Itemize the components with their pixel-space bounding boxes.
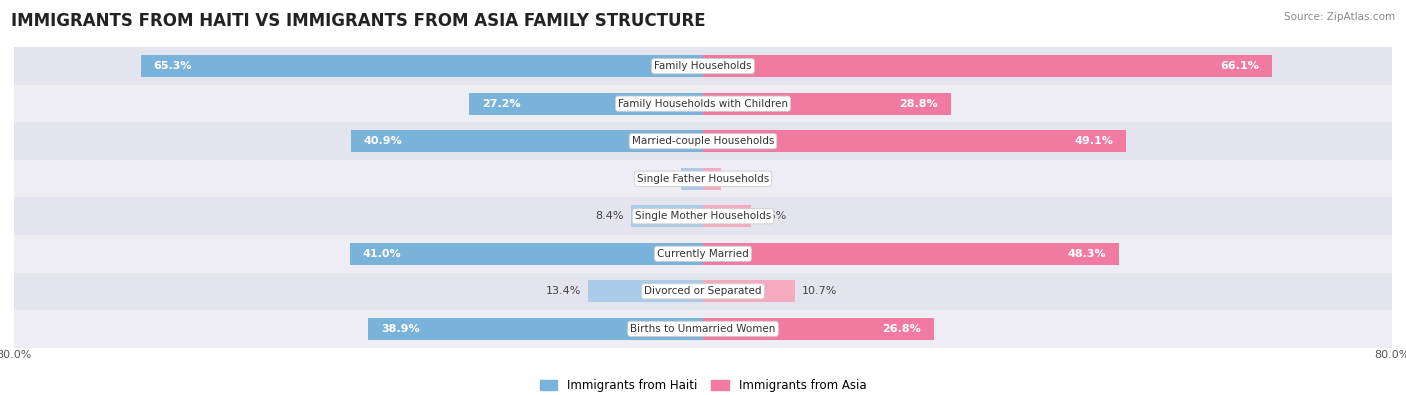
Text: Source: ZipAtlas.com: Source: ZipAtlas.com [1284, 12, 1395, 22]
Bar [703, 205, 751, 227]
Text: Divorced or Separated: Divorced or Separated [644, 286, 762, 296]
Bar [703, 168, 721, 190]
Text: 2.6%: 2.6% [645, 174, 673, 184]
Text: Births to Unmarried Women: Births to Unmarried Women [630, 324, 776, 334]
Text: 27.2%: 27.2% [482, 99, 520, 109]
Bar [14, 198, 1392, 235]
Text: Single Father Households: Single Father Households [637, 174, 769, 184]
Text: Family Households with Children: Family Households with Children [619, 99, 787, 109]
Bar [14, 273, 1392, 310]
Text: 5.6%: 5.6% [758, 211, 786, 221]
Bar [14, 310, 1392, 348]
Bar [588, 280, 703, 302]
Bar [703, 280, 796, 302]
Text: 13.4%: 13.4% [546, 286, 581, 296]
Bar [703, 55, 1272, 77]
Text: Family Households: Family Households [654, 61, 752, 71]
Text: 26.8%: 26.8% [882, 324, 921, 334]
Text: Currently Married: Currently Married [657, 249, 749, 259]
Text: Single Mother Households: Single Mother Households [636, 211, 770, 221]
Bar [631, 205, 703, 227]
Bar [703, 318, 934, 340]
Text: 38.9%: 38.9% [381, 324, 419, 334]
Text: 41.0%: 41.0% [363, 249, 402, 259]
Bar [350, 130, 703, 152]
Bar [14, 235, 1392, 273]
Text: 65.3%: 65.3% [153, 61, 193, 71]
Bar [350, 243, 703, 265]
Bar [141, 55, 703, 77]
Legend: Immigrants from Haiti, Immigrants from Asia: Immigrants from Haiti, Immigrants from A… [536, 376, 870, 395]
Bar [14, 160, 1392, 198]
Bar [368, 318, 703, 340]
Text: 28.8%: 28.8% [900, 99, 938, 109]
Bar [703, 93, 950, 115]
Text: 10.7%: 10.7% [801, 286, 838, 296]
Text: 48.3%: 48.3% [1067, 249, 1107, 259]
Bar [681, 168, 703, 190]
Text: 40.9%: 40.9% [364, 136, 402, 146]
Bar [703, 130, 1126, 152]
Text: 66.1%: 66.1% [1220, 61, 1260, 71]
Bar [14, 85, 1392, 122]
Text: 49.1%: 49.1% [1074, 136, 1114, 146]
Bar [468, 93, 703, 115]
Text: Married-couple Households: Married-couple Households [631, 136, 775, 146]
Bar [703, 243, 1119, 265]
Text: 8.4%: 8.4% [595, 211, 624, 221]
Bar [14, 122, 1392, 160]
Bar [14, 47, 1392, 85]
Text: 2.1%: 2.1% [728, 174, 756, 184]
Text: IMMIGRANTS FROM HAITI VS IMMIGRANTS FROM ASIA FAMILY STRUCTURE: IMMIGRANTS FROM HAITI VS IMMIGRANTS FROM… [11, 12, 706, 30]
